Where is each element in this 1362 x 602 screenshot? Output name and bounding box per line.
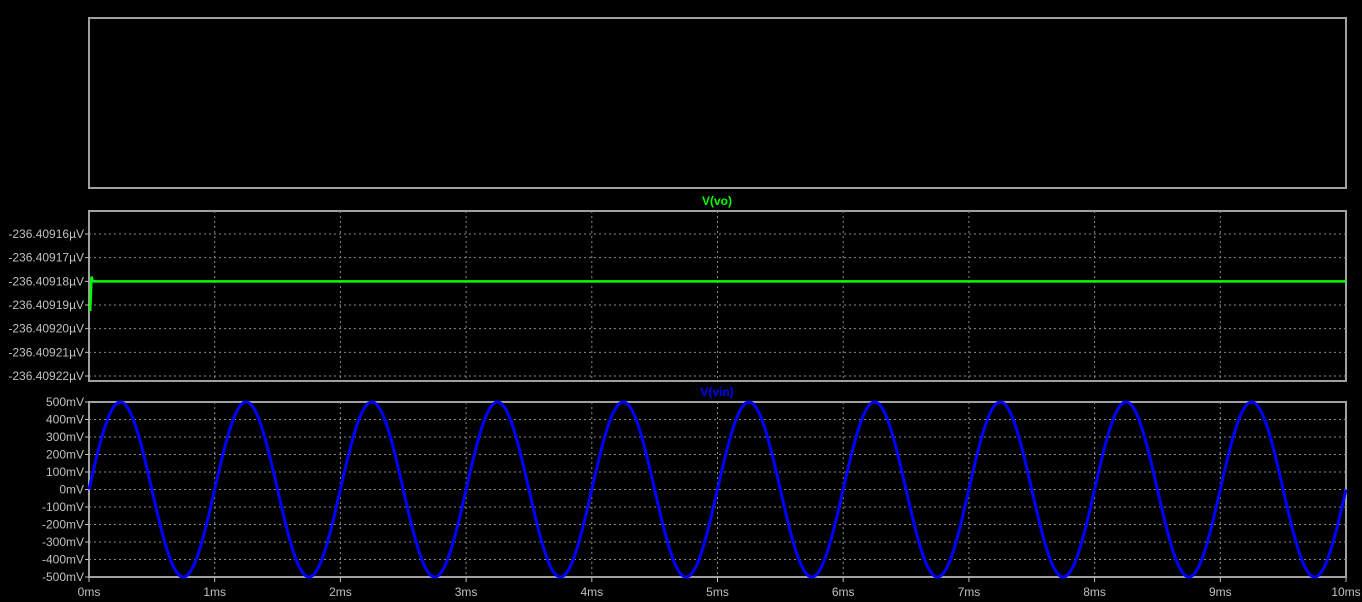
vin-y-ticks: 500mV 400mV 300mV 200mV 100mV 0mV -100mV -200mV… xyxy=(42,395,89,584)
vo-y-ticks: -236.40916µV -236.40917µV -236.40918µV -236… xyxy=(8,227,89,383)
vin-y-tick-label: 100mV xyxy=(46,465,84,479)
vin-grid xyxy=(89,402,1346,577)
vo-series-line xyxy=(89,276,1346,311)
vo-y-tick-label: -236.40919µV xyxy=(8,298,84,312)
vin-y-tick-label: 500mV xyxy=(46,395,84,409)
vo-y-tick-label: -236.40916µV xyxy=(8,227,84,241)
vin-y-tick-label: -500mV xyxy=(42,570,84,584)
empty-pane[interactable] xyxy=(88,17,1347,189)
vin-y-tick-label: -300mV xyxy=(42,535,84,549)
vin-pane[interactable]: 500mV 400mV 300mV 200mV 100mV 0mV -100mV -200mV… xyxy=(42,385,1348,584)
x-tick-label: 2ms xyxy=(329,585,352,599)
x-tick-label: 1ms xyxy=(203,585,226,599)
vo-trace-title[interactable]: V(vo) xyxy=(702,194,732,208)
x-tick-label: 0ms xyxy=(78,585,101,599)
vo-y-tick-label: -236.40921µV xyxy=(8,345,84,359)
vo-y-tick-label: -236.40920µV xyxy=(8,322,84,336)
x-tick-label: 6ms xyxy=(832,585,855,599)
vin-y-tick-label: 300mV xyxy=(46,430,84,444)
vin-y-tick-label: 0mV xyxy=(59,483,84,497)
x-tick-label: 10ms xyxy=(1331,585,1360,599)
x-tick-label: 7ms xyxy=(958,585,981,599)
x-tick-label: 8ms xyxy=(1083,585,1106,599)
vo-y-tick-label: -236.40922µV xyxy=(8,369,84,383)
vo-y-tick-label: -236.40917µV xyxy=(8,251,84,265)
vin-trace-title[interactable]: V(vin) xyxy=(700,385,733,399)
x-tick-label: 5ms xyxy=(706,585,729,599)
x-tick-label: 4ms xyxy=(580,585,603,599)
vo-grid xyxy=(89,211,1346,381)
vin-y-tick-label: -100mV xyxy=(42,500,84,514)
vin-y-tick-label: -200mV xyxy=(42,518,84,532)
vo-y-tick-label: -236.40918µV xyxy=(8,274,84,288)
vo-pane[interactable]: -236.40916µV -236.40917µV -236.40918µV -236… xyxy=(8,194,1347,383)
x-tick-label: 9ms xyxy=(1209,585,1232,599)
x-axis-ticks: 0ms 1ms 2ms 3ms 4ms 5ms 6ms 7ms 8ms 9ms 10ms xyxy=(78,577,1361,599)
vin-y-tick-label: 400mV xyxy=(46,413,84,427)
vin-y-tick-label: -400mV xyxy=(42,553,84,567)
x-tick-label: 3ms xyxy=(455,585,478,599)
vin-series-line xyxy=(87,400,1348,579)
vin-y-tick-label: 200mV xyxy=(46,448,84,462)
